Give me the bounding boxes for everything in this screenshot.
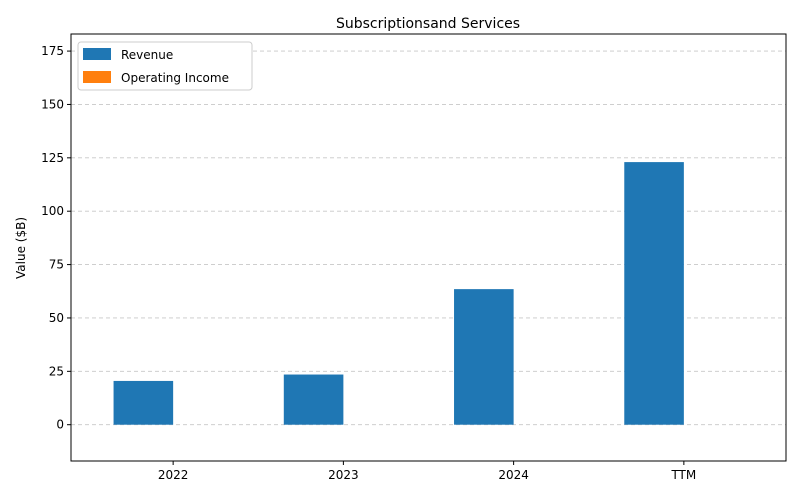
x-tick-label: TTM bbox=[670, 468, 696, 482]
bar-revenue-ttm bbox=[624, 162, 684, 425]
bar-revenue-2024 bbox=[454, 289, 514, 425]
y-axis-ticks: 0 25 50 75 100 125 150 175 bbox=[41, 44, 71, 432]
chart-title: Subscriptionsand Services bbox=[336, 16, 520, 32]
legend-label-revenue: Revenue bbox=[121, 48, 173, 62]
x-tick-label: 2024 bbox=[498, 468, 529, 482]
plot-frame bbox=[70, 33, 787, 462]
legend: Revenue Operating Income bbox=[77, 41, 253, 91]
legend-label-operating-income: Operating Income bbox=[121, 71, 229, 85]
x-tick-label: 2022 bbox=[158, 468, 189, 482]
bar-revenue-2023 bbox=[283, 374, 344, 425]
y-tick-label: 0 bbox=[56, 418, 64, 432]
legend-swatch-operating-income bbox=[83, 71, 111, 83]
y-tick-label: 150 bbox=[41, 97, 64, 111]
legend-box bbox=[77, 41, 253, 91]
bar-revenue-2022 bbox=[113, 380, 174, 425]
y-tick-label: 25 bbox=[49, 364, 64, 378]
y-tick-label: 125 bbox=[41, 151, 64, 165]
y-tick-label: 100 bbox=[41, 204, 64, 218]
grid-lines bbox=[71, 50, 786, 426]
x-tick-label: 2023 bbox=[328, 468, 359, 482]
x-axis-ticks: 2022 2023 2024 TTM bbox=[158, 461, 696, 482]
legend-swatch-revenue bbox=[83, 48, 111, 60]
bars bbox=[113, 162, 684, 425]
y-tick-label: 50 bbox=[49, 311, 64, 325]
y-tick-label: 175 bbox=[41, 44, 64, 58]
y-tick-label: 75 bbox=[49, 258, 64, 272]
y-axis-label: Value ($B) bbox=[14, 217, 28, 279]
